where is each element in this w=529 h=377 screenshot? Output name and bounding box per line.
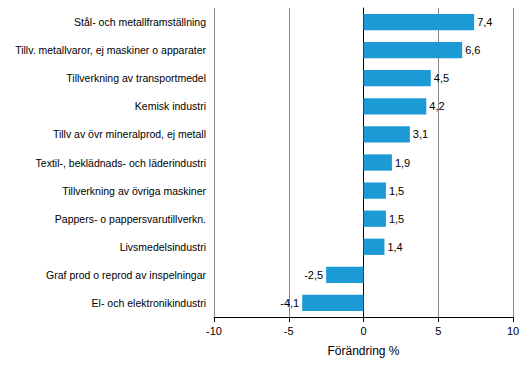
svg-text:5: 5 — [435, 325, 441, 337]
svg-text:El- och elektronikindustri: El- och elektronikindustri — [92, 297, 206, 309]
svg-text:Graf prod o reprod av inspelni: Graf prod o reprod av inspelningar — [46, 269, 206, 281]
svg-text:Stål- och metallframställning: Stål- och metallframställning — [74, 16, 206, 28]
svg-text:6,6: 6,6 — [465, 44, 480, 56]
svg-text:1,5: 1,5 — [389, 213, 404, 225]
svg-text:-10: -10 — [206, 325, 222, 337]
svg-text:Tillv. metallvaror, ej maskine: Tillv. metallvaror, ej maskiner o appara… — [15, 44, 206, 56]
svg-text:3,1: 3,1 — [413, 128, 428, 140]
svg-text:4,2: 4,2 — [429, 100, 444, 112]
svg-text:Kemisk industri: Kemisk industri — [135, 100, 206, 112]
svg-text:1,9: 1,9 — [395, 157, 410, 169]
svg-text:4,5: 4,5 — [434, 72, 449, 84]
svg-text:Tillv av övr mineralprod, ej m: Tillv av övr mineralprod, ej metall — [53, 128, 206, 140]
svg-text:1,5: 1,5 — [389, 185, 404, 197]
svg-text:Förändring %: Förändring % — [327, 344, 399, 358]
svg-text:Tillverkning av övriga maskine: Tillverkning av övriga maskiner — [62, 185, 206, 197]
svg-text:10: 10 — [507, 325, 519, 337]
svg-text:-2,5: -2,5 — [304, 269, 323, 281]
svg-text:7,4: 7,4 — [477, 16, 492, 28]
svg-text:Textil-, beklädnads- och läder: Textil-, beklädnads- och läderindustri — [36, 157, 206, 169]
svg-text:-5: -5 — [284, 325, 294, 337]
svg-text:Tillverkning av transportmedel: Tillverkning av transportmedel — [66, 72, 206, 84]
svg-text:-4,1: -4,1 — [280, 297, 299, 309]
svg-text:0: 0 — [360, 325, 366, 337]
svg-text:Pappers- o pappersvarutillverk: Pappers- o pappersvarutillverkn. — [55, 213, 206, 225]
svg-text:1,4: 1,4 — [387, 241, 402, 253]
svg-text:Livsmedelsindustri: Livsmedelsindustri — [120, 241, 206, 253]
